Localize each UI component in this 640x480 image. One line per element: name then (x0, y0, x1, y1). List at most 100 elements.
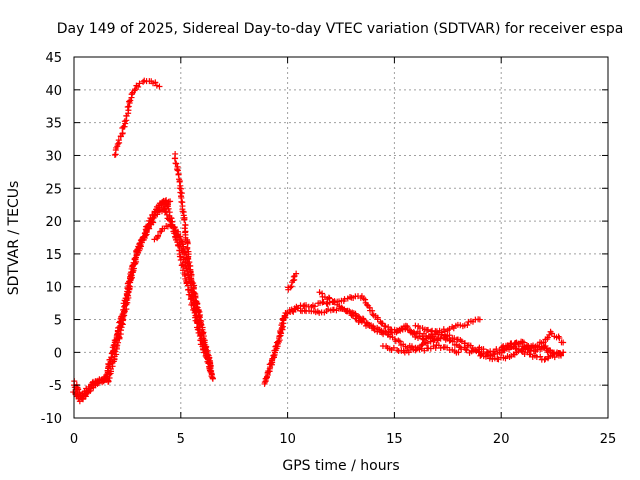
data-point-marker (182, 222, 189, 229)
data-point-marker (433, 328, 440, 335)
data-point-marker (277, 327, 284, 334)
data-point-marker (142, 232, 149, 239)
data-point-marker (112, 348, 119, 355)
data-point-marker (283, 310, 290, 317)
data-point-marker (455, 349, 462, 356)
data-point-marker (191, 290, 198, 297)
data-point-marker (114, 140, 121, 147)
data-point-marker (262, 375, 269, 382)
data-point-marker (165, 216, 172, 223)
data-point-marker (542, 356, 549, 363)
data-point-marker (390, 344, 397, 351)
data-point-marker (421, 339, 428, 346)
data-point-marker (540, 339, 547, 346)
data-point-marker (136, 80, 143, 87)
data-point-marker (140, 78, 147, 85)
data-point-marker (294, 305, 301, 312)
data-point-marker (209, 375, 216, 382)
data-point-marker (162, 209, 169, 216)
y-tick-label: 35 (45, 117, 62, 132)
data-point-marker (174, 239, 181, 246)
data-point-marker (106, 371, 113, 378)
data-point-marker (442, 332, 449, 339)
data-point-marker (119, 130, 126, 137)
x-tick-label: 10 (279, 432, 296, 447)
data-point-marker (201, 339, 208, 346)
data-point-marker (163, 211, 170, 218)
data-point-marker (437, 344, 444, 351)
data-point-marker (167, 198, 174, 205)
data-point-marker (290, 273, 297, 280)
y-axis-label: SDTVAR / TECUs (6, 181, 22, 296)
data-point-marker (176, 185, 183, 192)
data-point-marker (187, 296, 194, 303)
data-point-marker (116, 334, 123, 341)
data-point-marker (263, 374, 270, 381)
data-point-marker (203, 343, 210, 350)
data-point-marker (266, 365, 273, 372)
data-point-marker (418, 342, 425, 349)
data-point-marker (105, 378, 112, 385)
data-point-marker (393, 329, 400, 336)
data-point-marker (261, 379, 268, 386)
data-point-marker (412, 322, 419, 329)
data-point-marker (537, 353, 544, 360)
data-point-marker (81, 392, 88, 399)
data-point-marker (104, 367, 111, 374)
data-point-marker (464, 321, 471, 328)
data-point-marker (199, 324, 206, 331)
data-point-marker (207, 367, 214, 374)
data-point-marker (156, 83, 163, 90)
y-tick-label: 0 (54, 346, 62, 361)
data-point-marker (431, 336, 438, 343)
data-point-marker (203, 348, 210, 355)
data-point-marker (407, 327, 414, 334)
data-point-marker (148, 218, 155, 225)
data-point-marker (157, 228, 164, 235)
data-point-marker (117, 327, 124, 334)
data-point-marker (174, 166, 181, 173)
data-point-marker (137, 243, 144, 250)
y-tick-label: 5 (54, 314, 62, 329)
data-point-marker (485, 352, 491, 359)
data-point-marker (115, 137, 122, 144)
data-point-marker (363, 301, 370, 308)
x-axis-label: GPS time / hours (282, 458, 399, 474)
data-track (285, 270, 300, 293)
x-tick-label: 25 (600, 432, 617, 447)
data-point-marker (326, 295, 333, 302)
data-point-marker (293, 270, 300, 277)
data-point-marker (187, 269, 194, 276)
data-point-marker (546, 331, 553, 338)
data-point-marker (155, 232, 162, 239)
x-tick-label: 5 (177, 432, 185, 447)
data-point-marker (185, 286, 192, 293)
data-point-marker (361, 319, 368, 326)
data-point-marker (178, 185, 185, 192)
data-point-marker (115, 339, 122, 346)
data-point-marker (208, 370, 215, 377)
data-point-marker (276, 333, 283, 340)
data-point-marker (82, 393, 89, 400)
data-point-marker (463, 347, 470, 354)
data-point-marker (456, 343, 463, 350)
data-point-marker (427, 338, 434, 345)
data-point-marker (171, 155, 178, 162)
data-point-marker (557, 350, 564, 357)
y-tick-label: -10 (41, 412, 62, 427)
data-point-marker (369, 307, 376, 314)
y-tick-label: -5 (49, 379, 62, 394)
axis-ticks: -10 -5 0 5 10 15 20 25 30 35 40 45 0 5 10 15 20 25 (41, 51, 617, 447)
data-point-marker (287, 284, 294, 291)
y-tick-label: 10 (45, 281, 62, 296)
data-point-marker (402, 343, 409, 350)
plot-frame (73, 56, 609, 419)
data-point-marker (171, 230, 178, 237)
data-point-marker (150, 219, 157, 226)
data-point-marker (446, 337, 453, 344)
data-point-marker (408, 343, 415, 350)
data-point-marker (347, 293, 354, 300)
data-point-marker (556, 335, 563, 342)
data-points (70, 77, 567, 405)
data-point-marker (534, 346, 541, 353)
